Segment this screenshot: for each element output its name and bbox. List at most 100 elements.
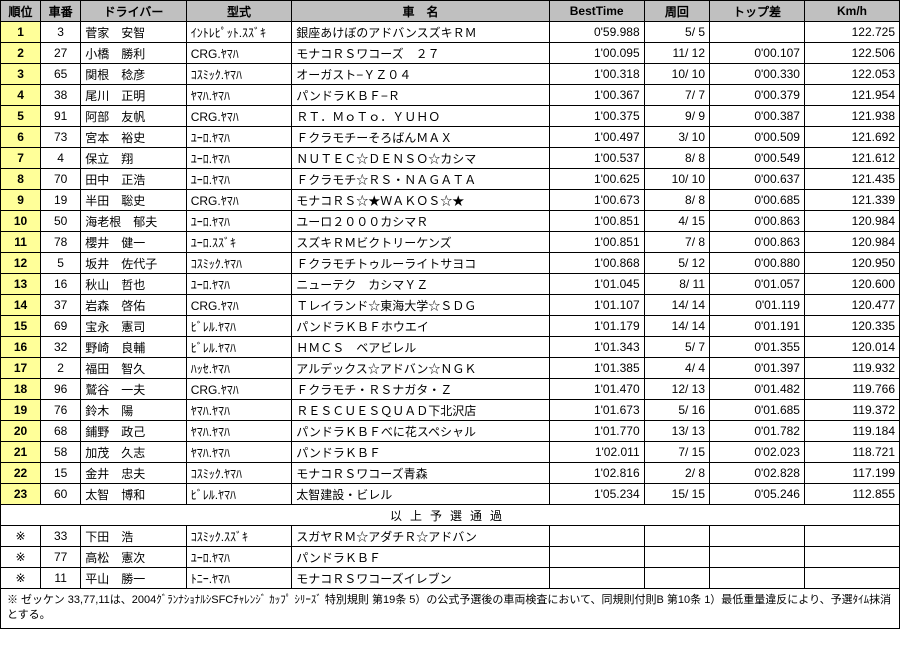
- cell-rank: 8: [1, 169, 41, 190]
- cell-kmh: 119.184: [804, 421, 899, 442]
- cell-car: ＦクラモチーそろばんＭＡＸ: [292, 127, 549, 148]
- h-best: BestTime: [549, 1, 644, 22]
- cell-rank: 13: [1, 274, 41, 295]
- cell-laps: 9/ 9: [644, 106, 709, 127]
- cell-driver: 田中 正浩: [81, 169, 187, 190]
- cell-best: 1'01.179: [549, 316, 644, 337]
- h-model: 型式: [186, 1, 292, 22]
- cell-laps: 14/ 14: [644, 295, 709, 316]
- cell-num: 33: [41, 526, 81, 547]
- cell-kmh: [804, 547, 899, 568]
- table-row: 1437岩森 啓佑CRG.ﾔﾏﾊＴレイランド☆東海大学☆ＳＤＧ1'01.1071…: [1, 295, 900, 316]
- cell-laps: 5/ 12: [644, 253, 709, 274]
- table-row: 1316秋山 哲也ﾕｰﾛ.ﾔﾏﾊニューテク カシマＹＺ1'01.0458/ 11…: [1, 274, 900, 295]
- cell-gap: 0'01.355: [710, 337, 805, 358]
- cell-rank: ※: [1, 568, 41, 589]
- cell-laps: 5/ 5: [644, 22, 709, 43]
- cell-driver: 岩森 啓佑: [81, 295, 187, 316]
- cell-num: 77: [41, 547, 81, 568]
- cell-car: ＨＭＣＳ ベアビレル: [292, 337, 549, 358]
- cell-car: 太智建設・ビレル: [292, 484, 549, 505]
- cell-num: 15: [41, 463, 81, 484]
- cell-gap: 0'00.863: [710, 211, 805, 232]
- cell-car: スズキＲＭビクトリーケンズ: [292, 232, 549, 253]
- cell-gap: 0'00.863: [710, 232, 805, 253]
- cell-driver: 鷲谷 一夫: [81, 379, 187, 400]
- cell-laps: 3/ 10: [644, 127, 709, 148]
- table-row: 172福田 智久ﾊｯｾ.ﾔﾏﾊアルデックス☆アドバン☆ＮＧＫ1'01.3854/…: [1, 358, 900, 379]
- cell-driver: 宝永 憲司: [81, 316, 187, 337]
- cell-model: ﾕｰﾛ.ﾔﾏﾊ: [186, 169, 292, 190]
- cell-best: 1'01.770: [549, 421, 644, 442]
- cell-rank: 10: [1, 211, 41, 232]
- cell-model: CRG.ﾔﾏﾊ: [186, 379, 292, 400]
- table-row: 919半田 聡史CRG.ﾔﾏﾊモナコＲＳ☆★ＷＡＫＯＳ☆★1'00.6738/ …: [1, 190, 900, 211]
- cell-car: ＮＵＴＥＣ☆ＤＥＮＳＯ☆カシマ: [292, 148, 549, 169]
- separator-row: 以上予選通過: [1, 505, 900, 526]
- cell-driver: 半田 聡史: [81, 190, 187, 211]
- table-row: 2360太智 博和ﾋﾞﾚﾙ.ﾔﾏﾊ太智建設・ビレル1'05.23415/ 150…: [1, 484, 900, 505]
- cell-best: 1'00.367: [549, 85, 644, 106]
- cell-car: Ｔレイランド☆東海大学☆ＳＤＧ: [292, 295, 549, 316]
- cell-driver: 関根 稔彦: [81, 64, 187, 85]
- cell-num: 4: [41, 148, 81, 169]
- cell-model: ﾔﾏﾊ.ﾔﾏﾊ: [186, 442, 292, 463]
- cell-model: CRG.ﾔﾏﾊ: [186, 190, 292, 211]
- table-row: 673宮本 裕史ﾕｰﾛ.ﾔﾏﾊＦクラモチーそろばんＭＡＸ1'00.4973/ 1…: [1, 127, 900, 148]
- cell-rank: 23: [1, 484, 41, 505]
- cell-laps: 2/ 8: [644, 463, 709, 484]
- cell-car: ＲＥＳＣＵＥＳＱＵＡＤ下北沢店: [292, 400, 549, 421]
- cell-kmh: 120.600: [804, 274, 899, 295]
- table-row: 1178櫻井 健一ﾕｰﾛ.ｽｽﾞｷスズキＲＭビクトリーケンズ1'00.8517/…: [1, 232, 900, 253]
- cell-kmh: 120.014: [804, 337, 899, 358]
- cell-driver: 福田 智久: [81, 358, 187, 379]
- cell-driver: 高松 憲次: [81, 547, 187, 568]
- cell-rank: 17: [1, 358, 41, 379]
- cell-driver: 尾川 正明: [81, 85, 187, 106]
- cell-driver: 秋山 哲也: [81, 274, 187, 295]
- cell-rank: 20: [1, 421, 41, 442]
- cell-kmh: 119.372: [804, 400, 899, 421]
- cell-best: 1'00.625: [549, 169, 644, 190]
- cell-driver: 鈴木 陽: [81, 400, 187, 421]
- note-row: ※ ゼッケン 33,77,11は、2004ｸﾞﾗﾝﾅｼｮﾅﾙｼSFCﾁｬﾚﾝｼﾞ…: [1, 589, 900, 629]
- cell-rank: 6: [1, 127, 41, 148]
- table-row: 74保立 翔ﾕｰﾛ.ﾔﾏﾊＮＵＴＥＣ☆ＤＥＮＳＯ☆カシマ1'00.5378/ 8…: [1, 148, 900, 169]
- cell-kmh: [804, 526, 899, 547]
- cell-model: ﾕｰﾛ.ﾔﾏﾊ: [186, 211, 292, 232]
- cell-gap: [710, 526, 805, 547]
- cell-driver: 菅家 安智: [81, 22, 187, 43]
- cell-car: Ｆクラモチ☆ＲＳ・ＮＡＧＡＴＡ: [292, 169, 549, 190]
- cell-rank: 18: [1, 379, 41, 400]
- cell-model: ﾋﾞﾚﾙ.ﾔﾏﾊ: [186, 484, 292, 505]
- cell-laps: [644, 568, 709, 589]
- h-car: 車 名: [292, 1, 549, 22]
- cell-laps: [644, 547, 709, 568]
- cell-best: 1'00.851: [549, 211, 644, 232]
- cell-rank: 16: [1, 337, 41, 358]
- cell-rank: 7: [1, 148, 41, 169]
- cell-num: 65: [41, 64, 81, 85]
- cell-laps: 15/ 15: [644, 484, 709, 505]
- separator-text: 以上予選通過: [1, 505, 900, 526]
- cell-model: CRG.ﾔﾏﾊ: [186, 295, 292, 316]
- cell-gap: [710, 568, 805, 589]
- cell-laps: 5/ 7: [644, 337, 709, 358]
- cell-num: 68: [41, 421, 81, 442]
- cell-best: 1'01.343: [549, 337, 644, 358]
- cell-car: スガヤＲＭ☆アダチＲ☆アドバン: [292, 526, 549, 547]
- h-rank: 順位: [1, 1, 41, 22]
- cell-gap: 0'05.246: [710, 484, 805, 505]
- cell-car: モナコＲＳワコーズイレブン: [292, 568, 549, 589]
- cell-rank: 22: [1, 463, 41, 484]
- cell-best: 1'01.673: [549, 400, 644, 421]
- cell-laps: 4/ 4: [644, 358, 709, 379]
- table-row: 2158加茂 久志ﾔﾏﾊ.ﾔﾏﾊパンドラＫＢＦ1'02.0117/ 150'02…: [1, 442, 900, 463]
- cell-model: ｺｽﾐｯｸ.ﾔﾏﾊ: [186, 463, 292, 484]
- cell-kmh: 120.335: [804, 316, 899, 337]
- cell-kmh: 120.984: [804, 232, 899, 253]
- cell-kmh: 121.938: [804, 106, 899, 127]
- table-row: ※77高松 憲次ﾕｰﾛ.ﾔﾏﾊパンドラＫＢＦ: [1, 547, 900, 568]
- cell-model: ﾔﾏﾊ.ﾔﾏﾊ: [186, 400, 292, 421]
- table-row: 1569宝永 憲司ﾋﾞﾚﾙ.ﾔﾏﾊパンドラＫＢＦホウエイ1'01.17914/ …: [1, 316, 900, 337]
